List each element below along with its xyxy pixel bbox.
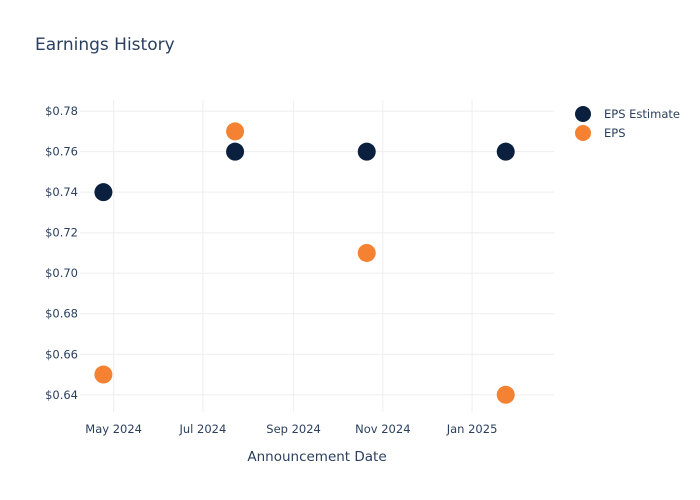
legend-label-eps-estimate[interactable]: EPS Estimate	[604, 107, 680, 121]
x-tick-label: Jul 2024	[178, 422, 226, 436]
eps-estimate-point[interactable]	[94, 183, 113, 202]
y-tick-label: $0.68	[45, 307, 78, 321]
legend-marker-eps[interactable]	[575, 125, 591, 141]
y-tick-label: $0.78	[45, 104, 78, 118]
y-tick-label: $0.76	[45, 145, 78, 159]
eps-point[interactable]	[94, 365, 113, 384]
legend-marker-eps-estimate[interactable]	[575, 106, 591, 122]
y-tick-label: $0.66	[45, 347, 78, 361]
grid	[80, 100, 554, 412]
eps-estimate-point[interactable]	[226, 142, 245, 161]
eps-point[interactable]	[226, 122, 245, 141]
y-tick-label: $0.70	[45, 266, 78, 280]
x-tick-label: Jan 2025	[446, 422, 498, 436]
data-points	[94, 122, 515, 404]
x-tick-label: May 2024	[85, 422, 142, 436]
y-tick-label: $0.64	[45, 388, 78, 402]
eps-point[interactable]	[496, 385, 515, 404]
y-tick-label: $0.74	[45, 185, 78, 199]
y-axis-ticks: $0.64 $0.66 $0.68 $0.70 $0.72 $0.74 $0.76 $0.78	[45, 104, 78, 402]
legend-label-eps[interactable]: EPS	[604, 126, 626, 140]
eps-estimate-point[interactable]	[357, 142, 376, 161]
x-axis-title: Announcement Date	[247, 449, 386, 465]
x-tick-label: Nov 2024	[355, 422, 410, 436]
y-tick-label: $0.72	[45, 226, 78, 240]
eps-estimate-point[interactable]	[496, 142, 515, 161]
eps-point[interactable]	[357, 243, 376, 262]
x-tick-label: Sep 2024	[266, 422, 321, 436]
legend[interactable]: EPS Estimate EPS	[575, 106, 680, 141]
chart-title: Earnings History	[35, 35, 175, 55]
x-axis-ticks: May 2024 Jul 2024 Sep 2024 Nov 2024 Jan 2025	[85, 422, 497, 436]
